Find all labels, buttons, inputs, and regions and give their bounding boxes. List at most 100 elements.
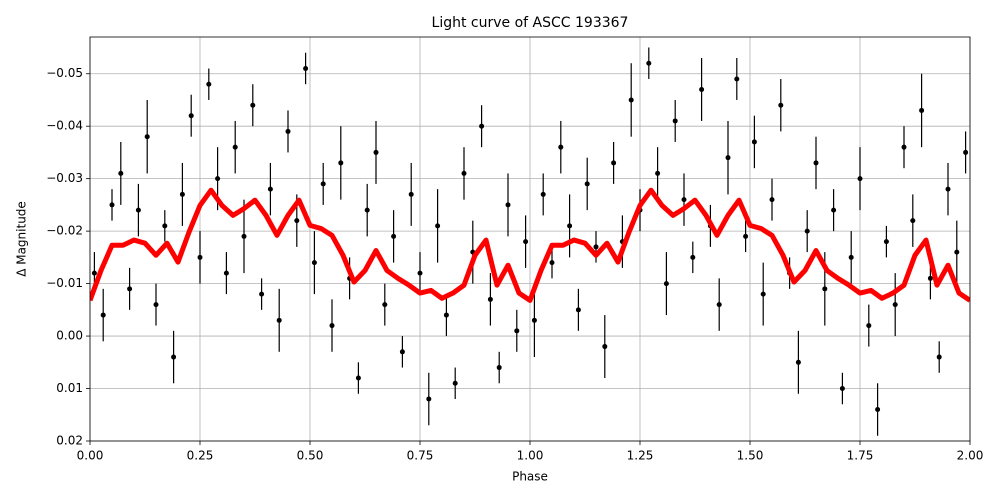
data-point <box>848 254 854 260</box>
data-point <box>839 386 845 392</box>
x-tick-label: 0.75 <box>407 449 434 463</box>
data-point <box>241 233 247 239</box>
data-point <box>646 60 652 66</box>
data-point <box>135 207 141 213</box>
data-point <box>628 97 634 103</box>
data-point <box>549 260 555 266</box>
data-point <box>364 207 370 213</box>
data-point <box>303 65 309 71</box>
data-point <box>655 170 661 176</box>
data-point <box>408 191 414 197</box>
y-tick-label: −0.05 <box>46 66 83 80</box>
y-tick-label: 0.00 <box>56 329 83 343</box>
x-tick-label: 1.75 <box>847 449 874 463</box>
data-point <box>575 307 581 313</box>
data-point <box>91 270 97 276</box>
data-point <box>567 223 573 229</box>
data-point <box>426 396 432 402</box>
data-point <box>531 317 537 323</box>
axes: 0.00 0.25 0.50 0.75 1.00 1.25 1.50 1.75 2.00 −0.0… <box>46 66 983 462</box>
data-point <box>734 76 740 82</box>
data-point <box>487 296 493 302</box>
data-point <box>875 407 881 413</box>
data-point <box>663 281 669 287</box>
data-point <box>311 260 317 266</box>
x-tick-label: 2.00 <box>957 449 984 463</box>
y-tick-label: 0.01 <box>56 381 83 395</box>
data-point <box>690 254 696 260</box>
data-point <box>153 302 159 308</box>
data-point <box>927 275 933 281</box>
data-point <box>540 191 546 197</box>
data-point <box>294 218 300 224</box>
x-axis-label: Phase <box>512 470 548 484</box>
data-point <box>584 181 590 187</box>
data-point <box>743 233 749 239</box>
x-tick-label: 1.50 <box>737 449 764 463</box>
data-point <box>778 102 784 108</box>
x-tick-label: 1.25 <box>627 449 654 463</box>
data-point <box>813 160 819 166</box>
data-point <box>558 144 564 150</box>
data-point <box>382 302 388 308</box>
data-point <box>355 375 361 381</box>
data-point <box>883 239 889 245</box>
data-point <box>162 223 168 229</box>
data-point <box>602 344 608 350</box>
data-point <box>232 144 238 150</box>
data-point <box>954 249 960 255</box>
data-point <box>505 202 511 208</box>
data-point <box>338 160 344 166</box>
y-tick-label: −0.04 <box>46 119 83 133</box>
data-point <box>399 349 405 355</box>
data-point <box>611 160 617 166</box>
fit-line <box>90 187 970 303</box>
data-point <box>118 170 124 176</box>
data-point <box>936 354 942 360</box>
x-tick-label: 1.00 <box>517 449 544 463</box>
data-point <box>901 144 907 150</box>
data-point <box>857 176 863 182</box>
data-point <box>514 328 520 334</box>
data-point <box>795 359 801 365</box>
data-point <box>672 118 678 124</box>
data-point <box>215 176 221 182</box>
data-point <box>197 254 203 260</box>
data-point <box>804 228 810 234</box>
data-point <box>285 128 291 134</box>
data-point <box>699 86 705 92</box>
data-point <box>919 107 925 113</box>
x-tick-label: 0.00 <box>77 449 104 463</box>
data-point <box>963 149 969 155</box>
data-point <box>179 191 185 197</box>
data-point <box>461 170 467 176</box>
data-point <box>109 202 115 208</box>
y-tick-label: −0.01 <box>46 276 83 290</box>
y-tick-label: −0.03 <box>46 171 83 185</box>
data-point <box>127 286 133 292</box>
chart-title: Light curve of ASCC 193367 <box>432 15 629 31</box>
plot-area <box>90 47 970 436</box>
y-tick-label: −0.02 <box>46 224 83 238</box>
data-point <box>452 380 458 386</box>
data-point <box>523 239 529 245</box>
data-point <box>259 291 265 297</box>
data-point <box>479 123 485 129</box>
data-point <box>171 354 177 360</box>
y-axis-label: Δ Magnitude <box>15 201 29 277</box>
data-point <box>496 365 502 371</box>
data-point <box>435 223 441 229</box>
data-point <box>329 323 335 329</box>
data-point <box>822 286 828 292</box>
data-point <box>831 207 837 213</box>
data-point <box>391 233 397 239</box>
data-point <box>593 244 599 250</box>
data-point <box>443 312 449 318</box>
data-point <box>188 113 194 119</box>
x-tick-label: 0.50 <box>297 449 324 463</box>
data-point <box>769 197 775 203</box>
data-point <box>892 302 898 308</box>
data-point <box>910 218 916 224</box>
